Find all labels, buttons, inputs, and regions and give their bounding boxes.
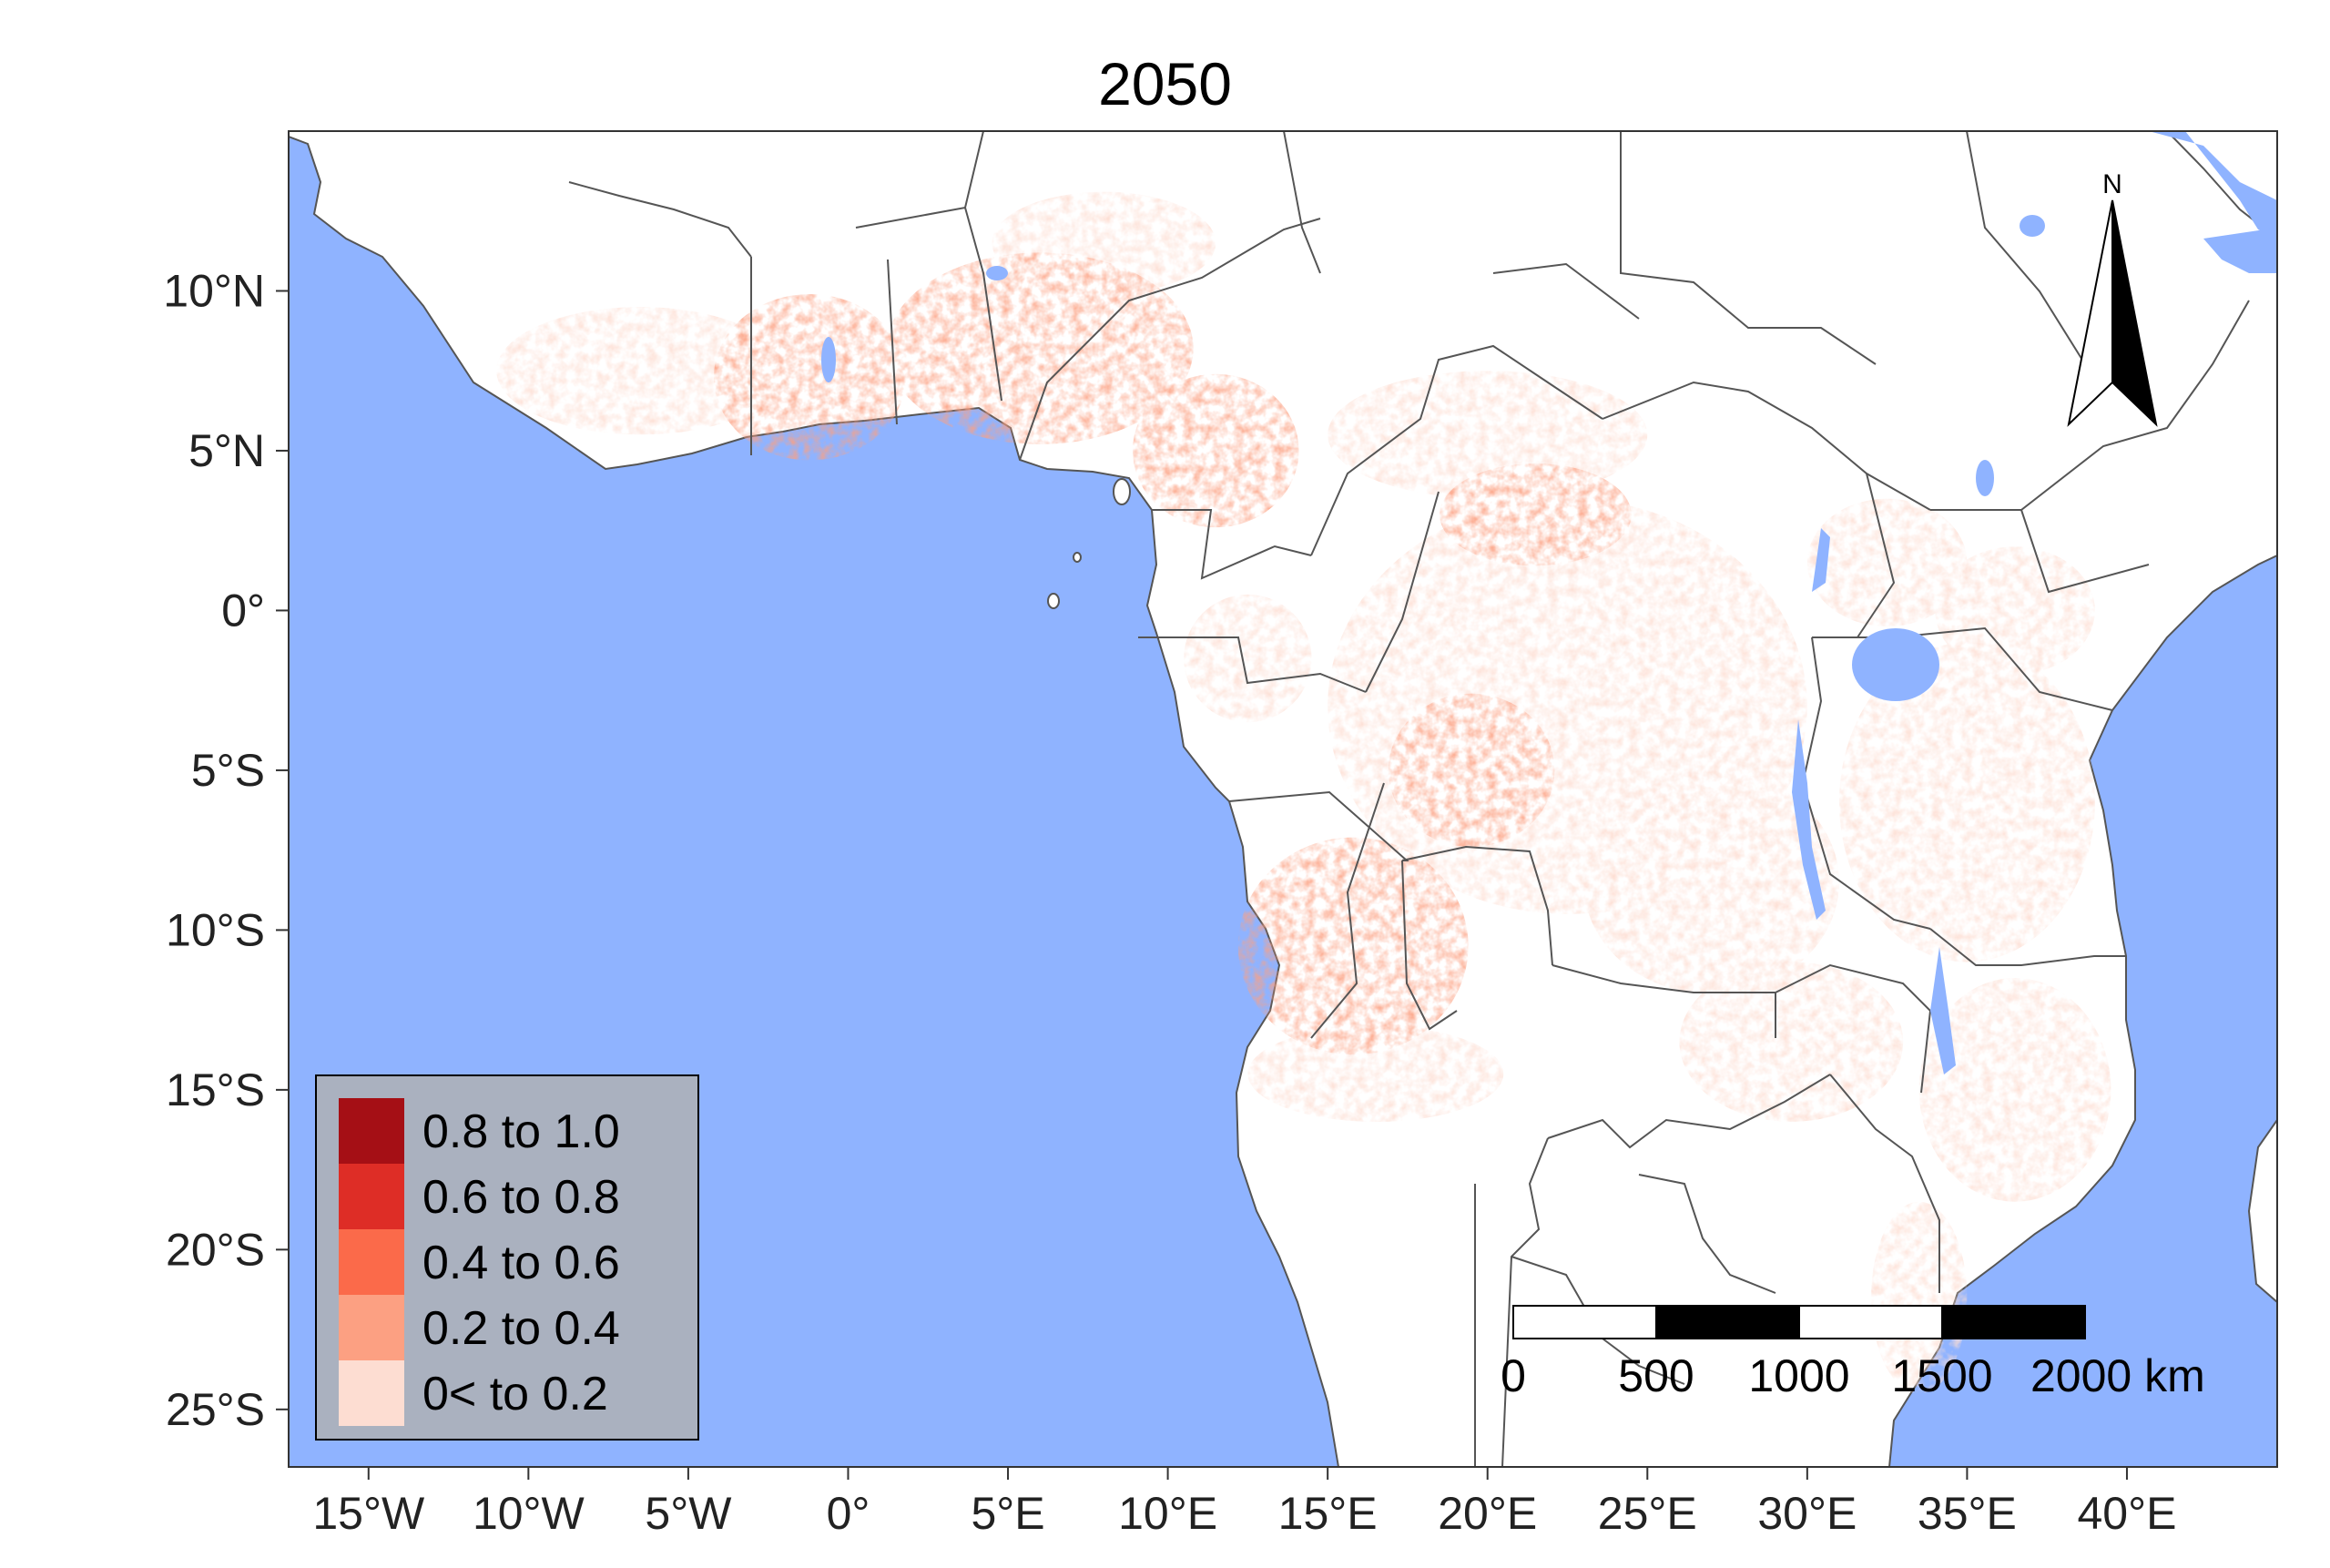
region-mozambique bbox=[1918, 978, 2111, 1202]
region-drc-west bbox=[1388, 693, 1555, 848]
x-tick-label: 0° bbox=[827, 1488, 870, 1539]
x-tick-label: 20°E bbox=[1438, 1488, 1537, 1539]
scale-seg-2 bbox=[1655, 1305, 1800, 1339]
country-borders bbox=[568, 131, 2250, 1467]
y-tick-label: 10°S bbox=[166, 904, 265, 955]
legend-label: 0.2 to 0.4 bbox=[422, 1302, 620, 1355]
north-label: N bbox=[2102, 169, 2122, 199]
y-tick-label: 5°S bbox=[191, 745, 265, 796]
legend-label: 0.6 to 0.8 bbox=[422, 1171, 620, 1224]
x-tick-label: 35°E bbox=[1918, 1488, 2017, 1539]
scale-label-1500: 1500 bbox=[1891, 1350, 1992, 1401]
legend-label: 0.4 to 0.6 bbox=[422, 1237, 620, 1289]
region-uganda bbox=[1806, 498, 1968, 626]
x-tick-label: 10°W bbox=[473, 1488, 585, 1539]
region-zambia bbox=[1679, 962, 1904, 1122]
scale-seg-3 bbox=[1798, 1305, 1943, 1339]
region-west-africa-coast bbox=[496, 307, 785, 435]
x-tick-label: 5°E bbox=[971, 1488, 1044, 1539]
y-tick-label: 25°S bbox=[166, 1384, 265, 1435]
madagascar bbox=[2247, 1118, 2277, 1304]
x-tick-label: 5°W bbox=[645, 1488, 732, 1539]
region-east-drc bbox=[1583, 769, 1839, 994]
islands bbox=[1047, 478, 1131, 609]
y-tick-label: 20°S bbox=[166, 1224, 265, 1275]
legend-swatch bbox=[339, 1295, 404, 1360]
legend: 0.8 to 1.0 0.6 to 0.8 0.4 to 0.6 0.2 to 0.4… bbox=[315, 1074, 699, 1441]
scale-label-2000: 2000 km bbox=[2030, 1350, 2205, 1401]
scale-bar: 0 500 1000 1500 2000 km bbox=[1501, 1305, 2205, 1401]
scale-label-1000: 1000 bbox=[1748, 1350, 1849, 1401]
region-nigeria-belt bbox=[886, 252, 1194, 444]
x-tick-label: 15°E bbox=[1278, 1488, 1378, 1539]
legend-swatch bbox=[339, 1164, 404, 1229]
gulf-of-aden bbox=[2203, 228, 2277, 273]
x-tick-label: 10°E bbox=[1118, 1488, 1217, 1539]
north-arrow-right bbox=[2111, 199, 2158, 427]
map-panel bbox=[289, 131, 2277, 1467]
region-kenya bbox=[1935, 546, 2095, 675]
x-tick-label: 30°E bbox=[1757, 1488, 1857, 1539]
region-mozambique-south bbox=[1871, 1201, 1968, 1394]
y-axis: 10°N 5°N 0° 5°S 10°S 15°S 20°S 25°S bbox=[163, 265, 289, 1435]
map-title: 2050 bbox=[1098, 50, 1232, 117]
y-tick-label: 5°N bbox=[188, 425, 265, 476]
x-axis: 15°W 10°W 5°W 0° 5°E 10°E 15°E 20°E 25°E 30°E 35°E… bbox=[312, 1467, 2176, 1539]
region-gabon bbox=[1184, 594, 1312, 723]
legend-label: 0< to 0.2 bbox=[422, 1368, 608, 1420]
region-ghana-belt bbox=[713, 293, 906, 461]
x-tick-label: 15°W bbox=[312, 1488, 425, 1539]
panel-frame bbox=[288, 130, 2278, 1468]
region-angola-south bbox=[1247, 1025, 1504, 1122]
y-tick-label: 15°S bbox=[166, 1064, 265, 1115]
y-tick-label: 0° bbox=[221, 585, 265, 636]
scale-seg-1 bbox=[1512, 1305, 1657, 1339]
legend-label: 0.8 to 1.0 bbox=[422, 1105, 620, 1158]
scale-label-0: 0 bbox=[1501, 1350, 1526, 1401]
region-cameroon-belt bbox=[1132, 373, 1299, 528]
region-tanzania bbox=[1838, 642, 2095, 962]
scale-seg-4 bbox=[1941, 1305, 2086, 1339]
legend-swatch bbox=[339, 1360, 404, 1426]
red-sea bbox=[2149, 131, 2277, 239]
y-tick-label: 10°N bbox=[163, 265, 265, 316]
x-tick-label: 40°E bbox=[2077, 1488, 2176, 1539]
scale-label-500: 500 bbox=[1618, 1350, 1694, 1401]
north-arrow: N bbox=[2067, 169, 2158, 427]
lakes bbox=[821, 215, 2045, 1074]
region-drc-north bbox=[1440, 463, 1632, 566]
legend-swatch bbox=[339, 1098, 404, 1164]
legend-swatch bbox=[339, 1229, 404, 1295]
x-tick-label: 25°E bbox=[1598, 1488, 1697, 1539]
